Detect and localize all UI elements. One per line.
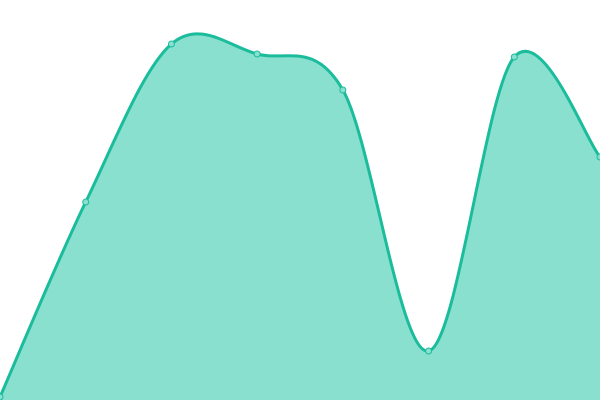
data-point-6	[510, 53, 518, 61]
data-point-2	[167, 40, 175, 48]
series-line	[0, 32, 600, 398]
data-point-0	[0, 393, 4, 400]
data-point-5	[425, 347, 433, 355]
data-point-7	[596, 153, 600, 161]
area-fill	[0, 33, 600, 400]
data-point-3	[253, 50, 261, 58]
data-point-1	[82, 198, 90, 206]
data-points	[0, 40, 600, 400]
data-point-4	[339, 86, 347, 94]
